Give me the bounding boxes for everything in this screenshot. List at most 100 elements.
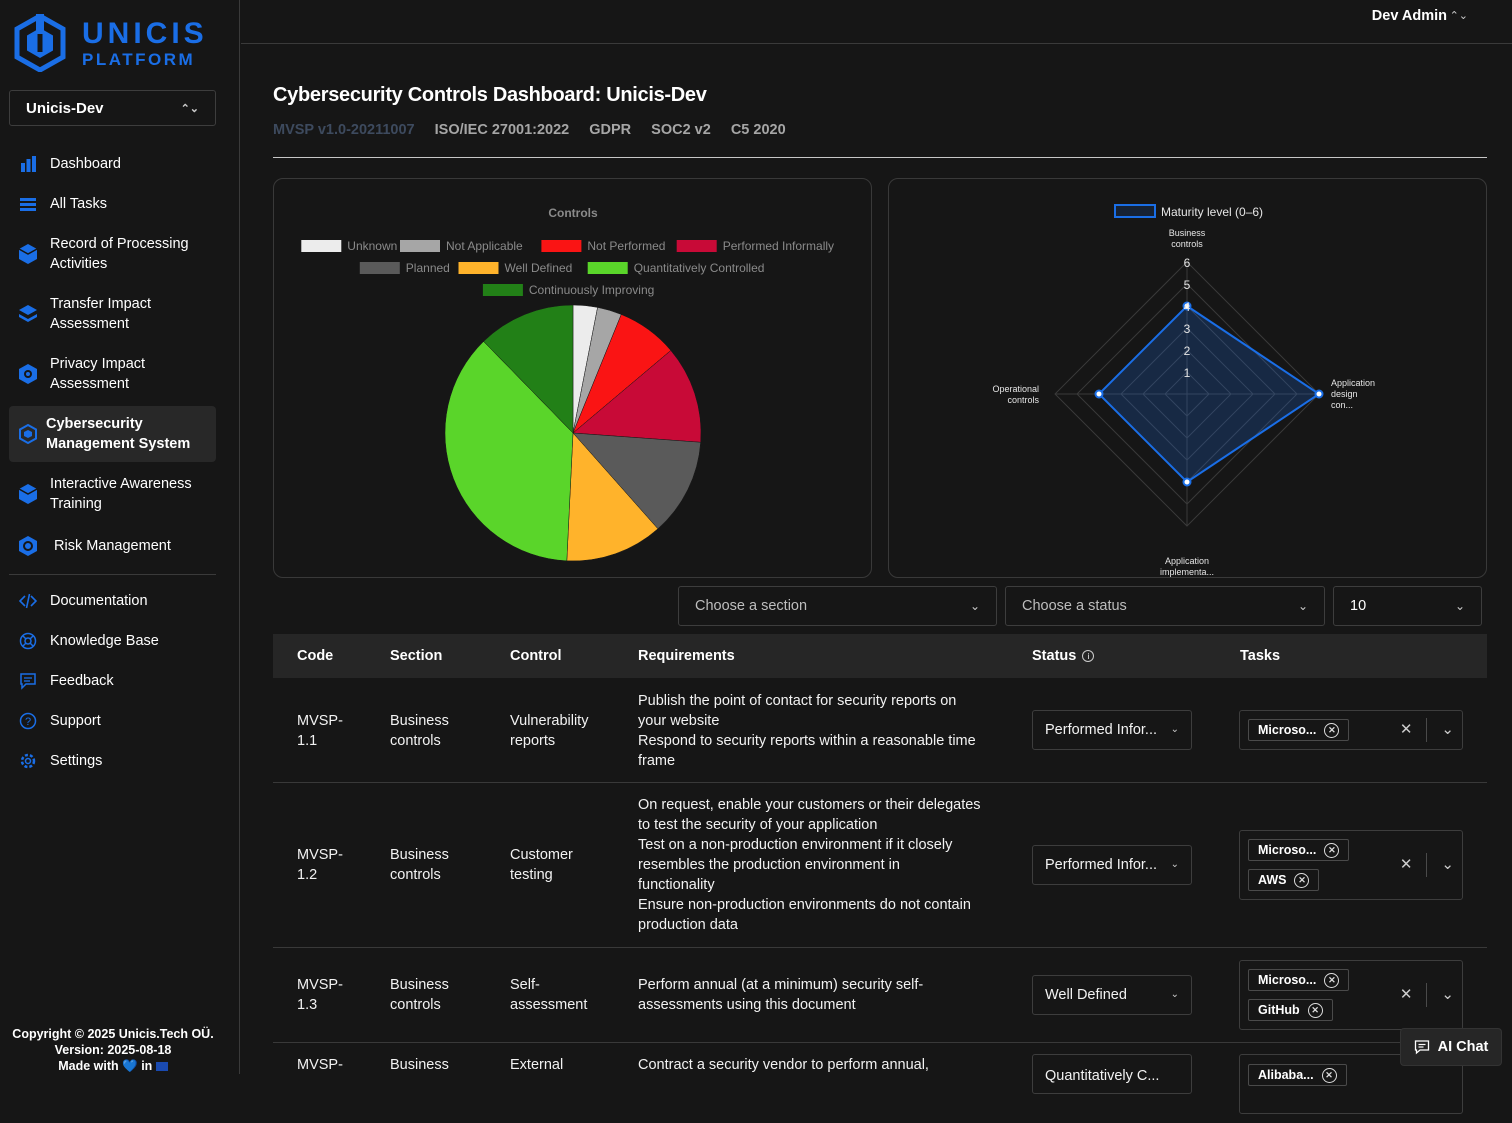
page-size-value: 10 xyxy=(1350,598,1367,614)
pie-slice xyxy=(572,432,701,530)
tasks-multiselect[interactable]: Microso... ✕ GitHub ✕ ✕ ⌄ xyxy=(1239,960,1463,1030)
row-section: Business xyxy=(390,1057,449,1073)
sidebar-divider xyxy=(9,574,216,575)
table-row: MVSP- 1.1 Business controls Vulnerability r… xyxy=(273,678,1487,783)
row-code: MVSP- 1.3 xyxy=(297,977,343,1013)
unicis-logo-icon xyxy=(14,13,66,73)
remove-tag-icon[interactable]: ✕ xyxy=(1321,1067,1337,1083)
status-select[interactable]: Well Defined ⌄ xyxy=(1032,975,1192,1015)
tabs-divider xyxy=(273,157,1487,158)
remove-tag-icon[interactable]: ✕ xyxy=(1307,1002,1323,1018)
row-control: Self-assessment xyxy=(510,977,588,1013)
clear-icon[interactable]: ✕ xyxy=(1399,856,1413,873)
radar-axis-label: Application design con... xyxy=(1331,378,1375,410)
task-tag: Alibaba... ✕ xyxy=(1248,1064,1347,1086)
radar-tick-label: 6 xyxy=(1184,256,1191,270)
info-icon[interactable]: i xyxy=(1082,650,1095,662)
sidebar-item-label: All Tasks xyxy=(50,196,107,212)
copyright-text: Copyright © 2025 Unicis.Tech OÜ. xyxy=(12,1027,214,1041)
remove-tag-icon[interactable]: ✕ xyxy=(1324,972,1340,988)
bar-chart-icon xyxy=(16,152,40,176)
legend-label: Unknown xyxy=(347,239,397,253)
col-tasks: Tasks xyxy=(1240,648,1281,664)
chevron-down-icon: ⌄ xyxy=(1297,599,1308,613)
cube-icon xyxy=(16,482,40,506)
eu-flag-icon xyxy=(155,1062,168,1071)
legend-label: Maturity level (0–6) xyxy=(1161,205,1263,219)
controls-pie-chart: Controls Unknown Not Applicable Not Perform… xyxy=(301,206,834,562)
clear-icon[interactable]: ✕ xyxy=(1399,721,1413,738)
chevron-down-icon: ⌄ xyxy=(969,599,980,613)
chat-icon xyxy=(16,669,40,693)
sidebar-item-tia[interactable]: Transfer Impact Assessment xyxy=(9,294,216,334)
status-select[interactable]: Performed Infor... ⌄ xyxy=(1032,710,1192,750)
chevron-down-icon[interactable]: ⌄ xyxy=(1441,721,1454,738)
sidebar-item-label: Support xyxy=(50,713,101,729)
lifebuoy-icon xyxy=(16,629,40,653)
sidebar-item-cms[interactable]: Cybersecurity Management System xyxy=(9,406,216,462)
radar-point xyxy=(1314,389,1324,399)
tasks-multiselect[interactable]: Microso... ✕ AWS ✕ ✕ ⌄ xyxy=(1239,830,1463,900)
tasks-multiselect[interactable]: Microso... ✕ ✕ ⌄ xyxy=(1239,710,1463,750)
sidebar-item-settings[interactable]: Settings xyxy=(9,750,216,772)
clear-icon[interactable]: ✕ xyxy=(1399,986,1413,1003)
sidebar-item-pia[interactable]: Privacy Impact Assessment xyxy=(9,354,216,394)
sidebar-item-knowledge-base[interactable]: Knowledge Base xyxy=(9,630,216,652)
remove-tag-icon[interactable]: ✕ xyxy=(1294,872,1310,888)
made-with-text: Made with 💙 in xyxy=(0,1058,226,1074)
section-select-value: Choose a section xyxy=(695,598,808,614)
radar-axis-label: Operational controls xyxy=(992,384,1039,405)
legend-label: Planned xyxy=(406,261,450,275)
chevron-down-icon[interactable]: ⌄ xyxy=(1441,986,1454,1003)
tenant-selector[interactable]: Unicis-Dev ⌃⌄ xyxy=(9,90,216,126)
page-size-select[interactable]: 10 ⌄ xyxy=(1333,586,1482,626)
code-icon xyxy=(16,589,40,613)
tab-iso27001[interactable]: ISO/IEC 27001:2022 xyxy=(434,122,570,138)
sidebar-item-risk-management[interactable]: Risk Management xyxy=(9,534,216,558)
row-section: Business controls xyxy=(390,713,449,749)
remove-tag-icon[interactable]: ✕ xyxy=(1324,842,1340,858)
sidebar-item-documentation[interactable]: Documentation xyxy=(9,590,216,612)
sidebar-item-support[interactable]: ? Support xyxy=(9,710,216,732)
sidebar-item-label: Documentation xyxy=(50,593,148,609)
sidebar-item-dashboard[interactable]: Dashboard xyxy=(9,152,216,176)
legend-label: Well Defined xyxy=(505,261,573,275)
sidebar-item-awareness-training[interactable]: Interactive Awareness Training xyxy=(9,474,216,514)
ai-chat-button[interactable]: AI Chat xyxy=(1400,1028,1502,1066)
tab-soc2[interactable]: SOC2 v2 xyxy=(651,122,711,138)
sidebar-item-ropa[interactable]: Record of Processing Activities xyxy=(9,234,216,274)
brand-subtitle: PLATFORM xyxy=(82,50,196,69)
radar-tick-label: 4 xyxy=(1184,300,1191,314)
sidebar-item-feedback[interactable]: Feedback xyxy=(9,670,216,692)
svg-text:?: ? xyxy=(25,716,31,728)
user-menu-name[interactable]: Dev Admin xyxy=(1371,8,1447,24)
top-bar: Dev Admin ⌃⌄ xyxy=(241,0,1512,44)
table-row: MVSP- 1.3 Business controls Self-assessmen… xyxy=(273,948,1487,1043)
status-select[interactable]: Choose a status ⌄ xyxy=(1005,586,1325,626)
tab-c5[interactable]: C5 2020 xyxy=(730,122,786,138)
section-select[interactable]: Choose a section ⌄ xyxy=(678,586,997,626)
tab-gdpr[interactable]: GDPR xyxy=(589,122,632,138)
chevron-down-icon: ⌄ xyxy=(1170,724,1179,735)
task-tag: GitHub ✕ xyxy=(1248,999,1333,1021)
updown-chevron-icon[interactable]: ⌃⌄ xyxy=(1449,10,1468,22)
chevron-down-icon[interactable]: ⌄ xyxy=(1441,856,1454,873)
unicis-logo[interactable]: UNICIS PLATFORM xyxy=(12,13,212,73)
question-icon: ? xyxy=(16,709,40,733)
list-icon xyxy=(16,192,40,216)
radar-point xyxy=(1182,301,1192,311)
sidebar-footer: Copyright © 2025 Unicis.Tech OÜ. Version… xyxy=(0,1026,226,1074)
remove-tag-icon[interactable]: ✕ xyxy=(1324,722,1340,738)
tab-mvsp[interactable]: MVSP v1.0-20211007 xyxy=(273,122,415,138)
sidebar-item-all-tasks[interactable]: All Tasks xyxy=(9,192,216,216)
status-select[interactable]: Quantitatively C... xyxy=(1032,1054,1192,1094)
chart-title: Controls xyxy=(548,206,598,220)
row-section: Business controls xyxy=(390,977,449,1013)
legend-swatch xyxy=(1114,204,1156,218)
table-row: MVSP- Business External Contract a secur… xyxy=(273,1043,1487,1123)
status-select[interactable]: Performed Infor... ⌄ xyxy=(1032,845,1192,885)
framework-tabs: MVSP v1.0-20211007 ISO/IEC 27001:2022 GD… xyxy=(273,122,786,138)
version-text: Version: 2025-08-18 xyxy=(54,1043,172,1057)
row-requirements: Perform annual (at a minimum) security s… xyxy=(638,977,924,1013)
sidebar-item-label: Interactive Awareness Training xyxy=(50,476,192,512)
